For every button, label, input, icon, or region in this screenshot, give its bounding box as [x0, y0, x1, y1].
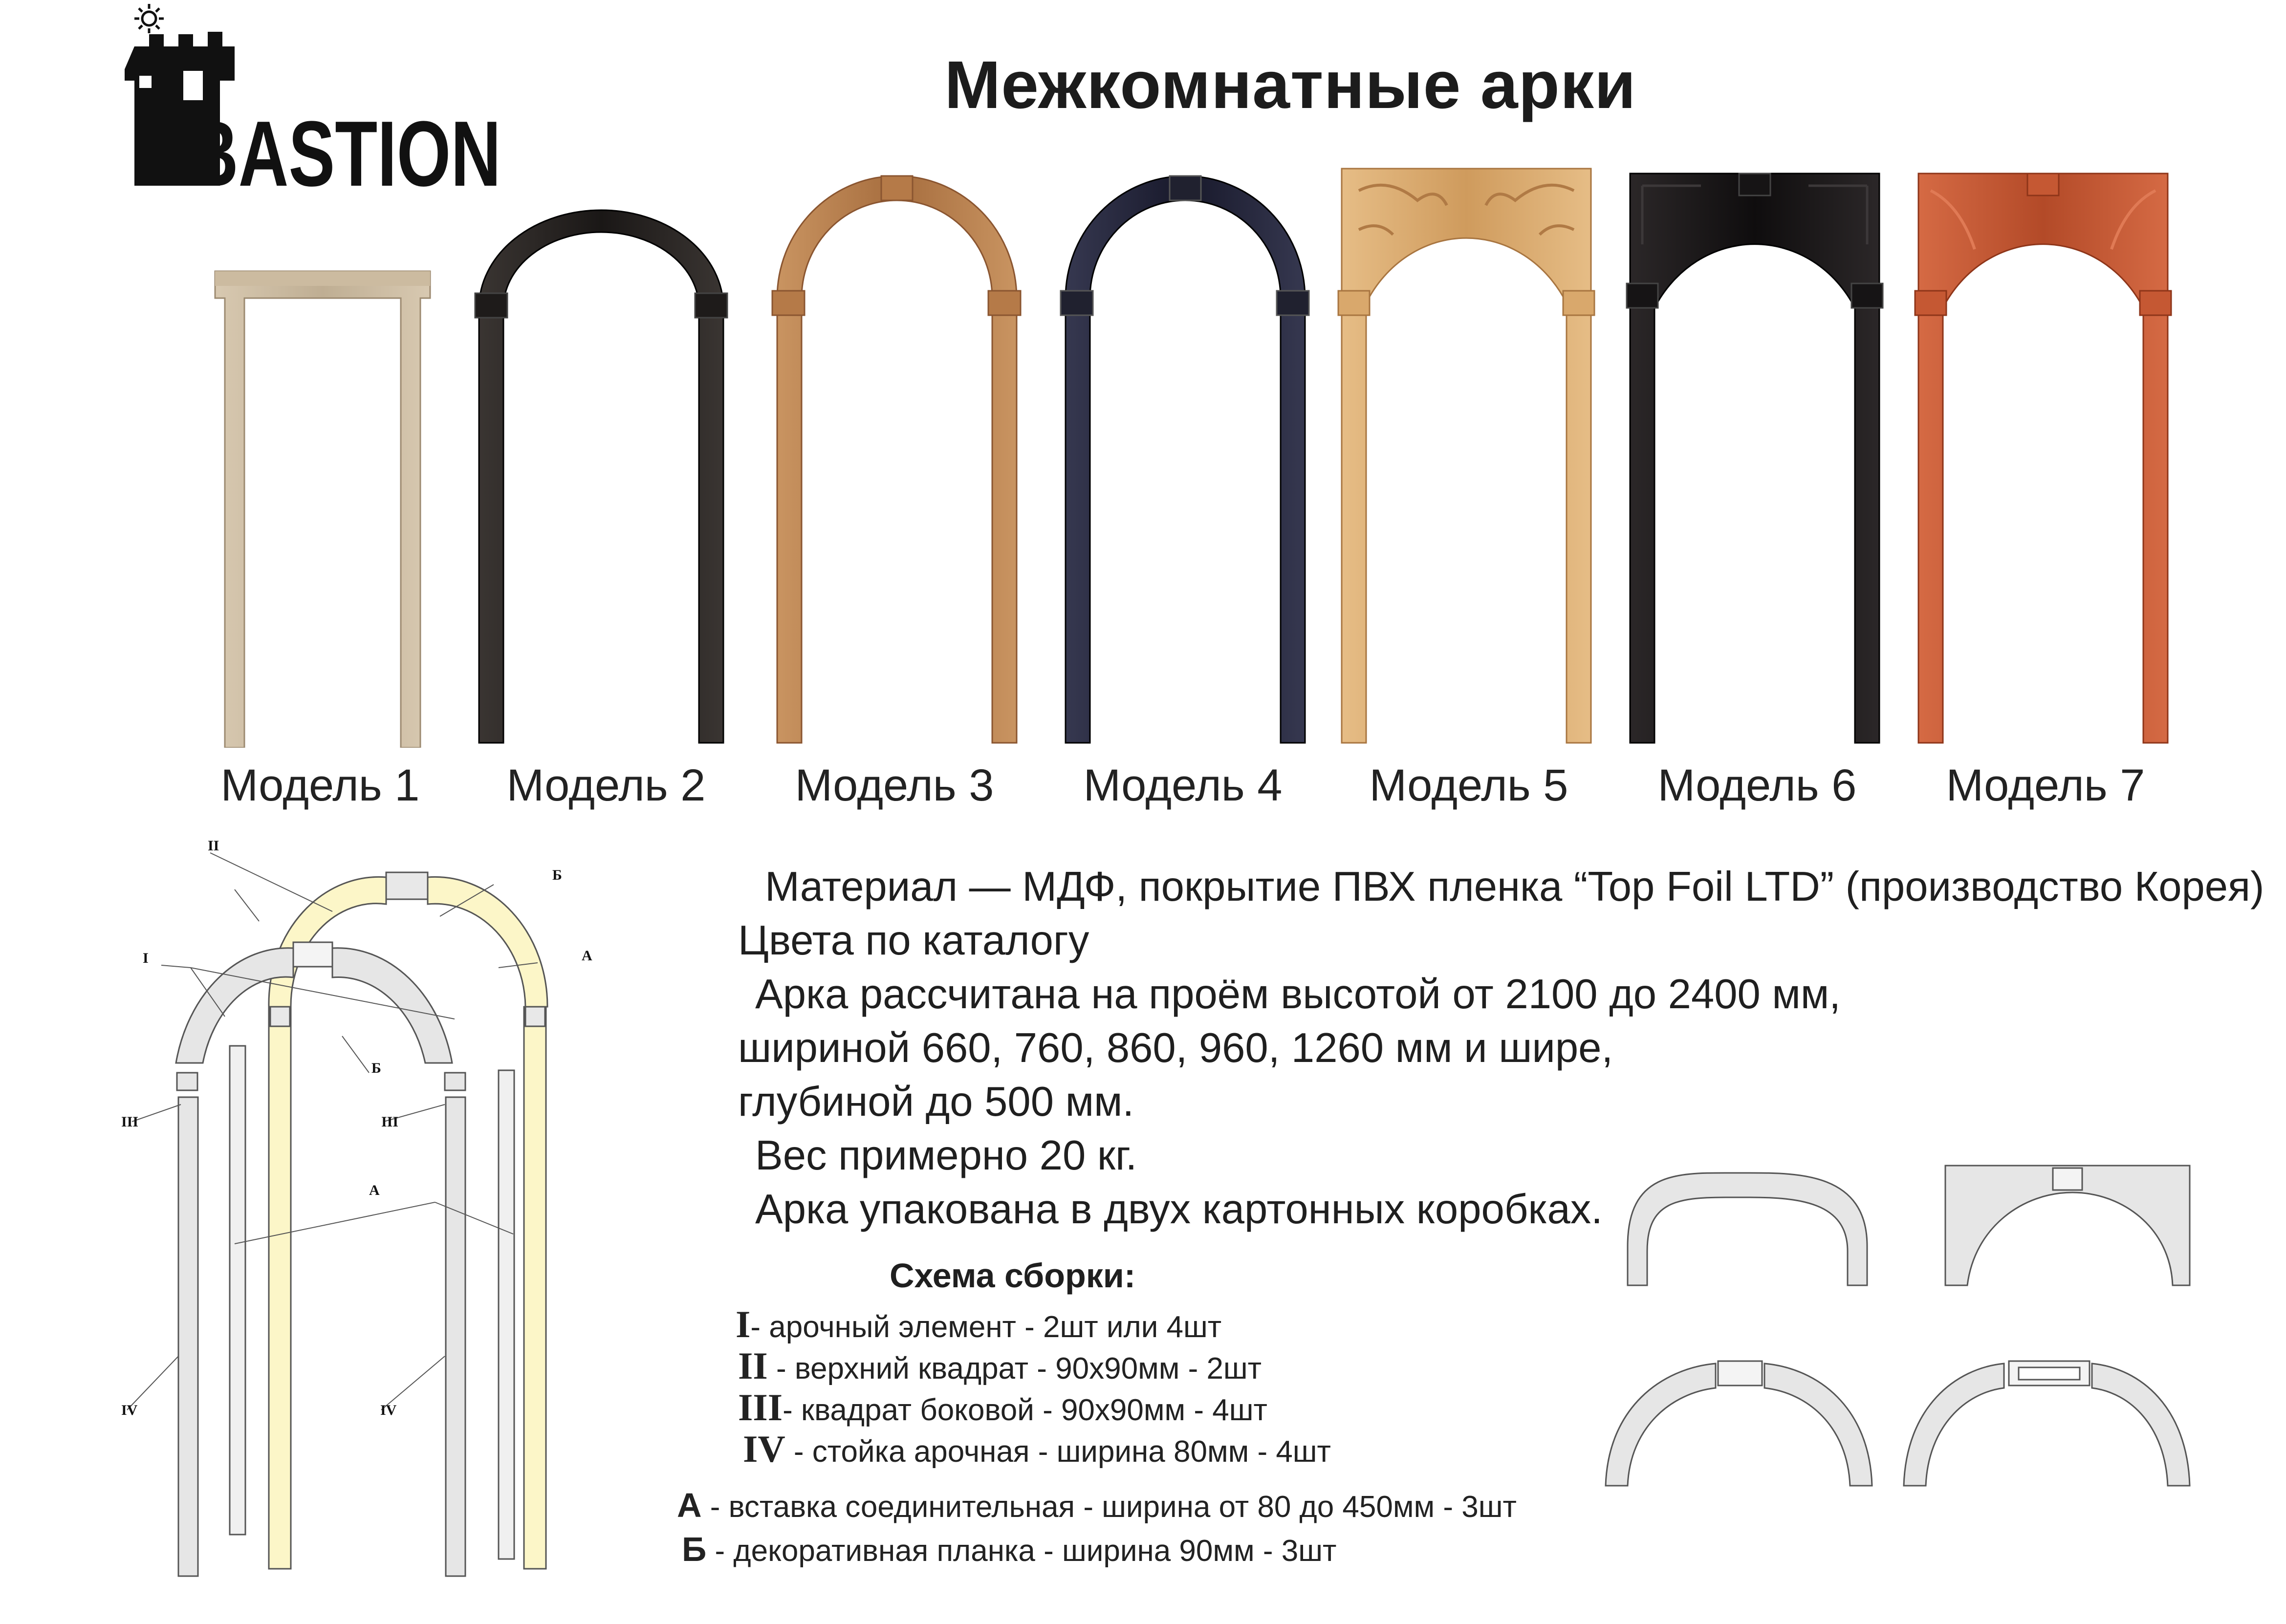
legend-text: - вставка соединительная - ширина от 80 … [701, 1490, 1517, 1524]
legend-item-II: II - верхний квадрат - 90х90мм - 2шт [738, 1344, 1262, 1388]
arch-model-3-image [771, 175, 1022, 744]
description-line-3: Арка рассчитана на проём высотой от 2100… [755, 971, 1841, 1018]
arch-model-2-image [474, 209, 728, 744]
model-5-label: Модель 5 [1369, 760, 1568, 810]
scheme-label-III-left: III [121, 1114, 138, 1130]
legend-key: III [738, 1386, 783, 1429]
legend-text: - арочный элемент - 2шт или 4шт [750, 1310, 1222, 1344]
arch-models-gallery [214, 168, 2172, 748]
legend-text: - верхний квадрат - 90х90мм - 2шт [767, 1352, 1262, 1386]
legend-key: II [738, 1344, 768, 1387]
description-line-6: Вес примерно 20 кг. [755, 1132, 1137, 1179]
legend-item-IV: IV - стойка арочная - ширина 80мм - 4шт [743, 1427, 1331, 1471]
legend-item-A: А - вставка соединительная - ширина от 8… [677, 1486, 1517, 1525]
legend-item-I: I- арочный элемент - 2шт или 4шт [736, 1302, 1221, 1346]
page-title: Межкомнатные арки [944, 47, 1636, 123]
legend-key: IV [743, 1428, 785, 1470]
model-3-label: Модель 3 [795, 760, 994, 810]
model-7-label: Модель 7 [1946, 760, 2145, 810]
insert-a [229, 1045, 515, 1560]
assembly-scheme-diagram: II I III III IV IV А А Б Б [121, 838, 592, 1577]
legend-key: I [736, 1303, 751, 1345]
arch-variant-square [1944, 1165, 2191, 1286]
legend-text: - стойка арочная - ширина 80мм - 4шт [785, 1435, 1331, 1469]
scheme-label-I: I [143, 950, 149, 966]
assembly-title: Схема сборки: [890, 1256, 1136, 1295]
arch-variant-plain [1627, 1172, 1868, 1286]
arch-model-4-image [1060, 175, 1310, 744]
legend-key: Б [682, 1530, 707, 1568]
arch-model-7-image [1914, 173, 2172, 744]
logo-text: BASTION [188, 102, 501, 195]
legend-key: А [677, 1486, 702, 1524]
castle-icon [125, 32, 235, 186]
description-line-5: глубиной до 500 мм. [738, 1079, 1134, 1125]
arch-model-6-image [1626, 173, 1884, 744]
description-line-2: Цвета по каталогу [738, 917, 1089, 964]
scheme-label-A-right: А [582, 948, 592, 964]
back-arch [268, 871, 548, 1570]
scheme-label-IV-left: IV [121, 1402, 138, 1418]
model-6-label: Модель 6 [1657, 760, 1857, 810]
legend-text: - квадрат боковой - 90х90мм - 4шт [783, 1393, 1267, 1427]
model-1-label: Модель 1 [220, 760, 420, 810]
legend-text: - декоративная планка - ширина 90мм - 3ш… [706, 1534, 1337, 1568]
scheme-label-IV-right: IV [380, 1402, 397, 1418]
scheme-label-A-center: А [369, 1182, 380, 1198]
arch-variant-block-small [1605, 1363, 1717, 1487]
description-line-1: Материал — МДФ, покрытие ПВХ пленка “Top… [765, 864, 2264, 910]
front-arch [175, 941, 466, 1577]
arch-model-5-image [1337, 168, 1595, 744]
model-4-label: Модель 4 [1083, 760, 1283, 810]
arch-model-1-image [214, 270, 431, 748]
model-2-label: Модель 2 [506, 760, 706, 810]
scheme-label-III-right: III [381, 1114, 398, 1130]
description-line-4: шириной 660, 760, 860, 960, 1260 мм и ши… [738, 1025, 1613, 1071]
arch-element-variants [1605, 1165, 2191, 1487]
arch-variant-insert [1903, 1363, 2005, 1487]
scheme-label-B-top: Б [552, 867, 562, 883]
sun-icon [134, 4, 164, 33]
bastion-logo: BASTION [125, 4, 501, 195]
legend-item-B: Б - декоративная планка - ширина 90мм - … [682, 1530, 1336, 1569]
scheme-label-II: II [208, 838, 219, 854]
legend-item-III: III- квадрат боковой - 90х90мм - 4шт [738, 1386, 1267, 1429]
scheme-label-B-mid: Б [371, 1060, 381, 1076]
description-line-7: Арка упакована в двух картонных коробках… [755, 1186, 1603, 1233]
